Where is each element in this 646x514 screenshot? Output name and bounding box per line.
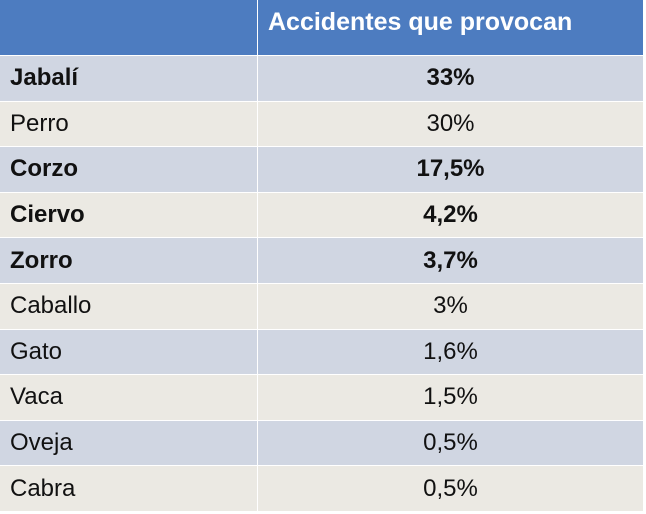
percent-cell: 33% [258, 56, 643, 102]
percent-cell: 30% [258, 101, 643, 148]
percent-cell: 1,5% [258, 375, 643, 421]
animal-cell: Corzo [0, 147, 257, 193]
animal-cell: Perro [0, 101, 257, 148]
animal-cell: Oveja [0, 420, 257, 467]
percent-cell: 0,5% [258, 466, 643, 512]
percent-cell: 3% [258, 283, 643, 330]
percent-cell: 4,2% [258, 192, 643, 239]
animal-cell: Vaca [0, 375, 257, 421]
animal-cell: Zorro [0, 238, 257, 284]
animal-cell: Ciervo [0, 192, 257, 239]
header-accidents: Accidentes que provocan [258, 0, 643, 56]
animal-cell: Jabalí [0, 56, 257, 102]
percent-cell: 17,5% [258, 147, 643, 193]
animal-cell: Caballo [0, 283, 257, 330]
header-empty-cell [0, 0, 257, 56]
percent-cell: 3,7% [258, 238, 643, 284]
percent-cell: 1,6% [258, 329, 643, 376]
animal-cell: Cabra [0, 466, 257, 512]
animal-cell: Gato [0, 329, 257, 376]
percent-cell: 0,5% [258, 420, 643, 467]
